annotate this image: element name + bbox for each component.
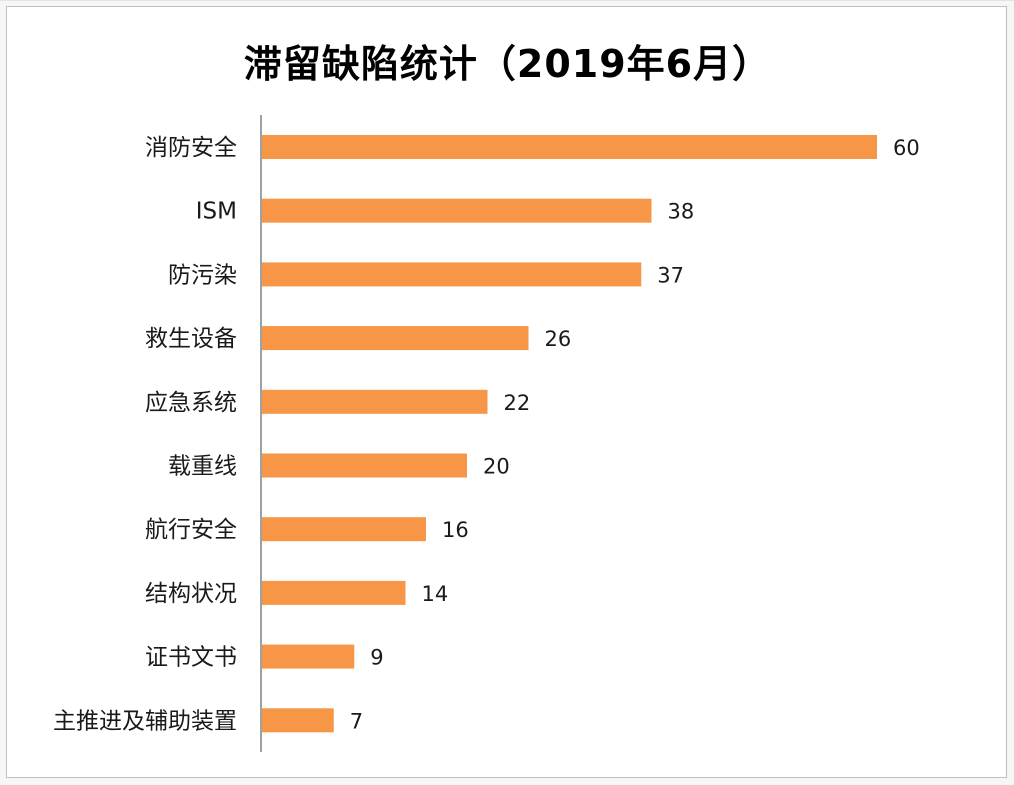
value-label-8: 9: [370, 646, 383, 670]
category-label-9: 主推进及辅助装置: [53, 708, 237, 734]
value-labels-group: 60 38 37 26 22 20 16 14 9 7: [350, 136, 920, 733]
bars-group: [262, 135, 877, 733]
value-label-6: 16: [442, 518, 469, 542]
category-label-3: 救生设备: [145, 326, 237, 352]
category-label-7: 结构状况: [145, 581, 237, 607]
bar-5[interactable]: [262, 453, 467, 478]
bar-1[interactable]: [262, 198, 652, 223]
value-label-7: 14: [422, 582, 449, 606]
category-label-5: 载重线: [168, 454, 237, 480]
category-label-6: 航行安全: [145, 517, 237, 543]
bar-3[interactable]: [262, 326, 529, 351]
bar-chart-plot: 消防安全 ISM 防污染救生设备应急系统载重线航行安全结构状况证书文书主推进及辅助装…: [53, 115, 920, 752]
chart-title: 滞留缺陷统计（2019年6月）: [243, 42, 772, 86]
value-label-5: 20: [483, 455, 510, 479]
value-label-1: 38: [668, 200, 695, 224]
value-label-0: 60: [893, 136, 920, 160]
bar-2[interactable]: [262, 262, 642, 287]
value-label-9: 7: [350, 709, 363, 733]
category-label-4: 应急系统: [145, 390, 237, 416]
category-label-1: ISM: [196, 199, 237, 225]
category-label-0: 消防安全: [145, 135, 237, 161]
bar-0[interactable]: [262, 135, 877, 159]
category-labels-group: 消防安全 ISM 防污染救生设备应急系统载重线航行安全结构状况证书文书主推进及辅助装…: [53, 135, 237, 734]
bar-4[interactable]: [262, 389, 488, 414]
chart-area[interactable]: 滞留缺陷统计（2019年6月） 消防安全 ISM 防污染救生设备应急系统载重线航行安…: [6, 6, 1007, 778]
bar-6[interactable]: [262, 517, 426, 542]
bar-8[interactable]: [262, 644, 355, 669]
value-label-3: 26: [545, 327, 572, 351]
category-label-2: 防污染: [168, 262, 237, 288]
value-label-2: 37: [657, 263, 684, 287]
value-label-4: 22: [504, 391, 531, 415]
bar-9[interactable]: [262, 708, 334, 733]
bar-7[interactable]: [262, 580, 406, 605]
category-label-8: 证书文书: [145, 645, 237, 671]
